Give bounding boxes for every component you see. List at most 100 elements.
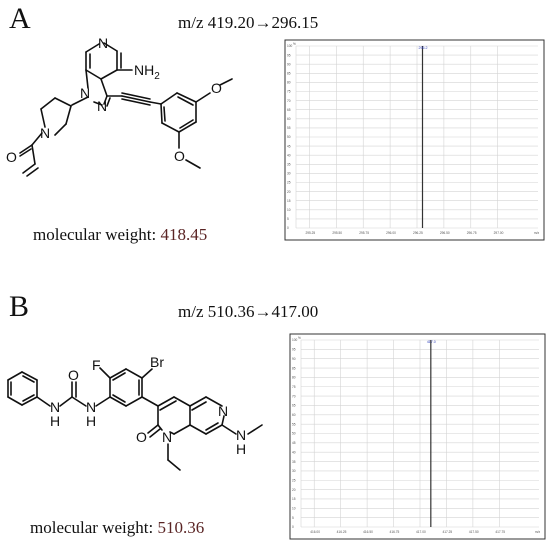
panel-a-atom-o-top: O (211, 80, 222, 96)
panel-a-nh2-sub: 2 (154, 71, 160, 82)
panel-a-nh2-main: NH (134, 62, 154, 78)
panel-a-spectrum: 1009590858075706560555045403530252015105… (284, 39, 545, 241)
panel-b-y-tick: 70 (292, 394, 296, 398)
panel-a-x-tick: 295.50 (332, 231, 342, 235)
panel-b-y-tick: 15 (292, 497, 296, 501)
panel-a-y-tick: 40 (287, 153, 291, 157)
panel-a-atom-n-pyrazole: N (80, 85, 90, 101)
panel-a-atom-n-top: N (98, 35, 108, 51)
panel-b-y-tick: 100 (292, 338, 298, 342)
panel-a-x-tick: 295.75 (359, 231, 369, 235)
panel-a-x-tick: 296.00 (386, 231, 396, 235)
panel-a-atom-o-carbonyl: O (6, 149, 17, 165)
panel-a-y-tick: 30 (287, 172, 291, 176)
panel-a-y-tick: 75 (287, 90, 291, 94)
panel-b-x-tick: 416.25 (337, 530, 347, 534)
panel-a-spectrum-corner-label: % (293, 42, 296, 46)
panel-b-y-tick: 40 (292, 450, 296, 454)
panel-b-y-tick: 55 (292, 422, 296, 426)
panel-a-y-tick: 80 (287, 81, 291, 85)
panel-b-x-tick: 417.00 (416, 530, 426, 534)
panel-b-y-tick: 0 (292, 525, 294, 529)
panel-a-y-tick: 35 (287, 163, 291, 167)
panel-a-atom-n-pyrazole2: N (97, 98, 107, 114)
panel-b-atom-o-lactam: O (136, 429, 147, 445)
panel-a-y-tick: 60 (287, 117, 291, 121)
panel-a-nh2: NH2 (134, 62, 160, 82)
panel-a-y-tick: 10 (287, 208, 291, 212)
panel-b-atom-n-lactam: N (162, 429, 172, 445)
panel-a-x-tick: 295.25 (305, 231, 315, 235)
panel-a-atom-o-bottom: O (174, 148, 185, 164)
panel-b-mw-label: molecular weight: (30, 518, 158, 537)
panel-a-molecular-weight: molecular weight: 418.45 (33, 226, 207, 243)
panel-b-molecular-weight: molecular weight: 510.36 (30, 519, 204, 536)
panel-b-x-tick: 416.50 (363, 530, 373, 534)
panel-b-x-tick: m/z (535, 530, 541, 534)
panel-b-x-tick: 417.25 (442, 530, 452, 534)
panel-b-y-tick: 80 (292, 376, 296, 380)
panel-b-x-tick: 417.50 (469, 530, 479, 534)
panel-a-x-tick: m/z (534, 231, 540, 235)
panel-b-y-tick: 5 (292, 516, 294, 520)
panel-b-structure: F Br O N H N H O N N N H (7, 354, 263, 471)
panel-a-mw-label: molecular weight: (33, 225, 161, 244)
panel-b-y-tick: 65 (292, 404, 296, 408)
panel-a-y-tick: 90 (287, 62, 291, 66)
panel-b-atom-br: Br (150, 354, 164, 370)
panel-a-y-tick: 5 (287, 217, 289, 221)
panel-a-y-tick: 25 (287, 181, 291, 185)
panel-b-peak-label: 417.0 (427, 340, 436, 344)
panel-b-spectrum-corner-label: % (298, 336, 301, 340)
panel-a-atom-n-pyrrolidine: N (40, 125, 50, 141)
panel-a-y-tick: 0 (287, 226, 289, 230)
panel-b-atom-n-pyridine: N (218, 403, 228, 419)
panel-b-atom-n-amine: N (236, 427, 246, 443)
panel-a-structure: N N N NH2 O O N O (6, 35, 233, 177)
panel-b-y-tick: 85 (292, 366, 296, 370)
panel-b-atom-h-amine: H (236, 441, 246, 457)
panel-b-atom-n-urea1: N (50, 399, 60, 415)
panel-b-spectrum: 1009590858075706560555045403530252015105… (289, 333, 546, 540)
panel-a-y-tick: 65 (287, 108, 291, 112)
panel-b-y-tick: 45 (292, 441, 296, 445)
panel-b-atom-f: F (92, 357, 101, 373)
panel-b-y-tick: 60 (292, 413, 296, 417)
panel-b-x-tick: 417.75 (495, 530, 505, 534)
panel-a-y-tick: 95 (287, 53, 291, 57)
panel-b-atom-h-urea1: H (50, 413, 60, 429)
panel-a-y-tick: 70 (287, 99, 291, 103)
panel-b-y-tick: 90 (292, 357, 296, 361)
panel-a-letter: A (9, 2, 31, 35)
panel-a-y-tick: 20 (287, 190, 291, 194)
panel-b-y-tick: 35 (292, 460, 296, 464)
panel-b-y-tick: 50 (292, 432, 296, 436)
panel-b-y-tick: 10 (292, 507, 296, 511)
panel-b-x-tick: 416.75 (390, 530, 400, 534)
panel-a-y-tick: 15 (287, 199, 291, 203)
panel-b-y-tick: 25 (292, 478, 296, 482)
panel-b-atom-o-urea: O (68, 367, 79, 383)
panel-a-y-tick: 50 (287, 135, 291, 139)
panel-a-peak-label: 296.2 (419, 46, 428, 50)
panel-b-atom-n-urea2: N (86, 399, 96, 415)
panel-a-x-tick: 296.50 (440, 231, 450, 235)
panel-a-x-tick: 296.25 (413, 231, 423, 235)
panel-b-atom-h-urea2: H (86, 413, 96, 429)
panel-b-mz-transition: m/z 510.36→417.00 (178, 302, 319, 321)
panel-b-x-tick: 416.00 (310, 530, 320, 534)
panel-a-y-tick: 85 (287, 72, 291, 76)
panel-a-x-tick: 297.00 (494, 231, 504, 235)
panel-a-mw-value: 418.45 (160, 225, 208, 244)
panel-a-y-tick: 55 (287, 126, 291, 130)
panel-b-y-tick: 75 (292, 385, 296, 389)
panel-a-mz-transition: m/z 419.20→296.15 (178, 13, 319, 32)
panel-b-letter: B (9, 290, 30, 323)
panel-b-y-tick: 30 (292, 469, 296, 473)
panel-b-mw-value: 510.36 (157, 518, 205, 537)
panel-a-y-tick: 100 (287, 44, 293, 48)
panel-a-y-tick: 45 (287, 144, 291, 148)
panel-b-y-tick: 95 (292, 348, 296, 352)
panel-b-y-tick: 20 (292, 488, 296, 492)
panel-a-x-tick: 296.75 (467, 231, 477, 235)
